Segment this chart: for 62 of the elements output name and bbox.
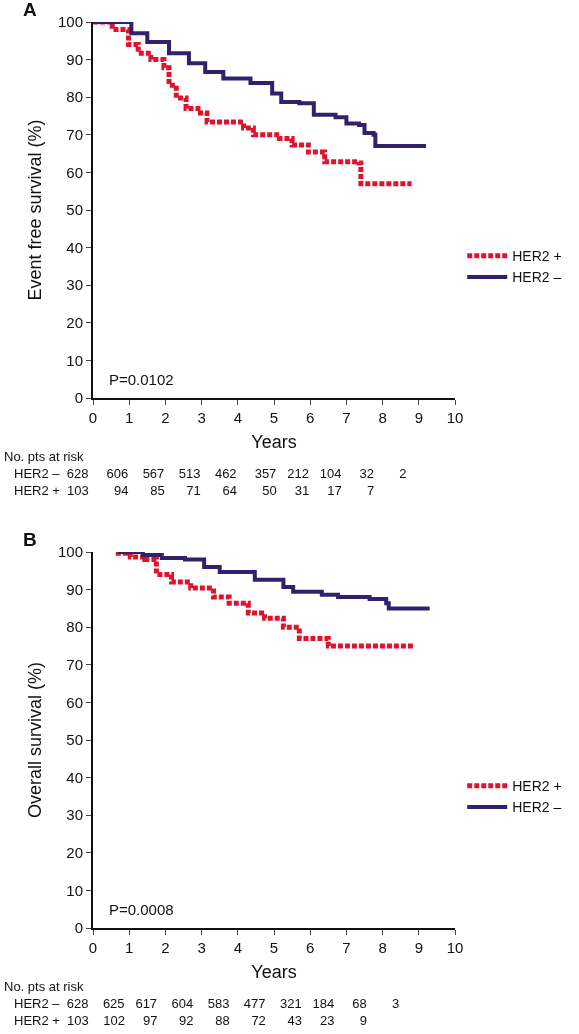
- chart-title: B: [23, 529, 37, 550]
- x-tick-label: 2: [161, 409, 170, 426]
- x-tick-label: 3: [197, 939, 206, 956]
- y-axis-title: Overall survival (%): [24, 661, 45, 819]
- legend-label: HER2 +: [512, 778, 562, 795]
- y-tick-label: 90: [66, 580, 83, 598]
- x-tick-label: 2: [161, 939, 170, 956]
- legend-label: HER2 –: [512, 799, 562, 816]
- x-tick-label: 8: [378, 409, 387, 426]
- x-tick-label: 5: [269, 409, 279, 426]
- x-tick-label: 1: [125, 409, 134, 426]
- x-axis-title: Years: [251, 431, 297, 452]
- y-tick-label: 10: [66, 351, 83, 369]
- x-tick-label: 6: [306, 409, 315, 426]
- y-tick-label: 90: [66, 50, 83, 68]
- y-tick-label: 0: [74, 919, 83, 937]
- x-tick-label: 10: [446, 939, 464, 956]
- x-tick-label: 0: [88, 409, 98, 426]
- y-tick-label: 40: [66, 768, 83, 786]
- x-axis-title: Years: [251, 961, 297, 982]
- y-tick-label: 70: [66, 656, 83, 674]
- y-tick-label: 10: [66, 881, 83, 899]
- text: HER2 + 103 94 85 71 64 50 31 17 7: [13, 482, 376, 499]
- y-tick-label: 20: [66, 844, 83, 862]
- x-tick-label: 7: [342, 409, 351, 426]
- legend-label: HER2 +: [512, 248, 562, 265]
- y-tick-label: 80: [66, 88, 83, 106]
- y-tick-label: 60: [66, 163, 83, 181]
- y-tick-label: 100: [57, 13, 83, 31]
- text: No. pts at risk: [4, 449, 84, 464]
- x-tick-label: 7: [342, 939, 351, 956]
- x-tick-label: 4: [233, 939, 242, 956]
- x-tick-label: 6: [306, 939, 315, 956]
- y-tick-label: 60: [66, 693, 83, 711]
- y-tick-label: 80: [66, 618, 83, 636]
- text: No. pts at risk: [4, 979, 84, 994]
- y-tick-label: 50: [66, 731, 83, 749]
- x-tick-label: 0: [88, 939, 98, 956]
- y-tick-label: 0: [74, 389, 83, 407]
- text: HER2 + 103 102 97 92 88 72 43 23 9: [13, 1012, 368, 1029]
- y-tick-label: 50: [66, 201, 83, 219]
- legend-label: HER2 –: [512, 269, 562, 286]
- chart-title: A: [23, 0, 37, 20]
- x-tick-label: 8: [378, 939, 387, 956]
- y-tick-label: 40: [66, 238, 83, 256]
- y-tick-label: 100: [57, 543, 83, 561]
- text: HER2 – 628 606 567 513 462 357 212 104 32 2: [13, 465, 407, 482]
- x-tick-label: 9: [414, 409, 423, 426]
- annotation: P=0.0008: [109, 901, 174, 918]
- y-tick-label: 20: [66, 314, 83, 332]
- text: HER2 – 628 625 617 604 583 477 321 184 68 3: [13, 995, 400, 1012]
- y-tick-label: 30: [66, 276, 83, 294]
- y-tick-label: 30: [66, 806, 83, 824]
- x-tick-label: 1: [125, 939, 134, 956]
- x-tick-label: 4: [233, 409, 242, 426]
- x-tick-label: 3: [197, 409, 206, 426]
- y-axis-title: Event free survival (%): [24, 119, 45, 301]
- x-tick-label: 5: [269, 939, 279, 956]
- annotation: P=0.0102: [109, 371, 174, 388]
- y-tick-label: 70: [66, 126, 83, 144]
- x-tick-label: 9: [414, 939, 423, 956]
- x-tick-label: 10: [446, 409, 464, 426]
